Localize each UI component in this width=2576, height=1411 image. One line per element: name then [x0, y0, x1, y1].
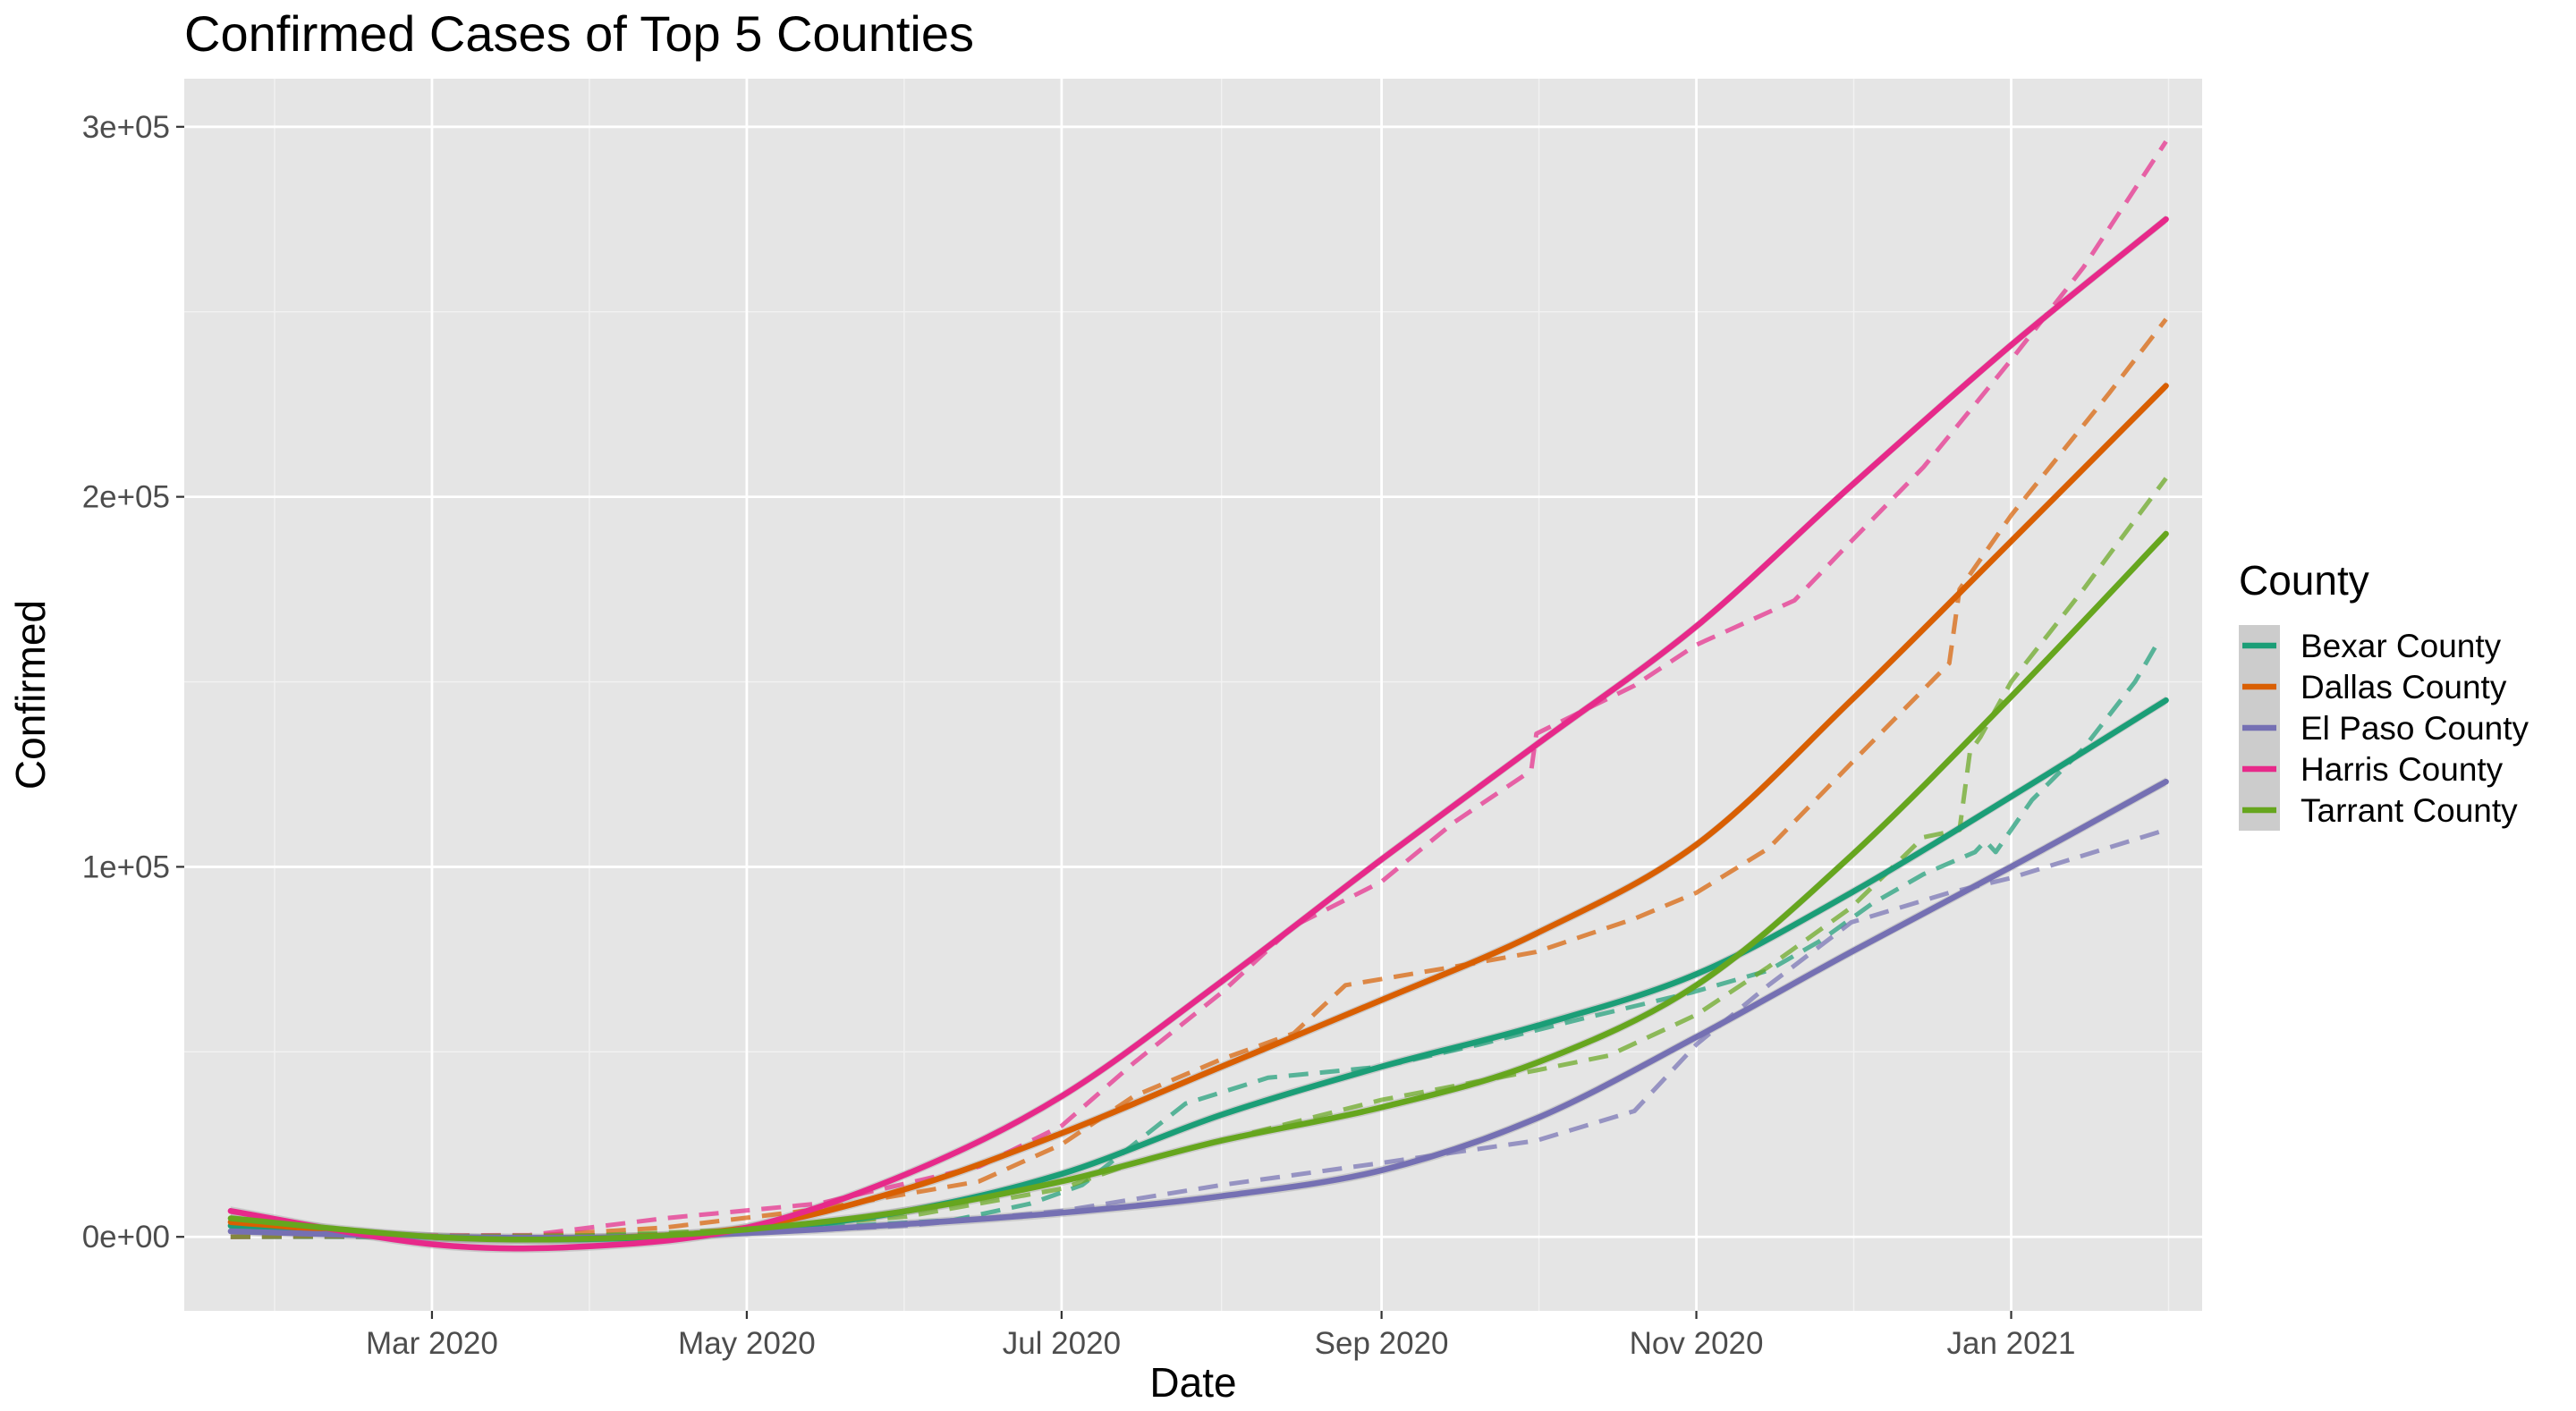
x-tick-label: Jan 2021	[1947, 1326, 2076, 1361]
legend-item-el-paso-county: El Paso County	[2239, 707, 2529, 748]
gridlines	[184, 79, 2202, 1311]
harris-county-actual-line	[230, 139, 2168, 1239]
legend-label: Tarrant County	[2301, 792, 2518, 829]
y-tick-label: 2e+05	[82, 480, 170, 515]
legend-item-bexar-county: Bexar County	[2239, 625, 2502, 666]
y-tick-label: 3e+05	[82, 110, 170, 145]
chart-title: Confirmed Cases of Top 5 Counties	[184, 5, 974, 62]
x-tick-label: May 2020	[678, 1326, 816, 1361]
x-axis-title: Date	[1149, 1359, 1236, 1406]
legend-item-dallas-county: Dallas County	[2239, 666, 2507, 707]
legend-label: Dallas County	[2301, 669, 2507, 706]
legend-title: County	[2239, 557, 2369, 604]
y-axis: 0e+00 1e+05 2e+05 3e+05	[82, 110, 184, 1255]
tarrant-county-actual-line	[230, 477, 2168, 1239]
legend: County Bexar County Dallas County El Paso …	[2239, 557, 2529, 831]
x-tick-label: Sep 2020	[1315, 1326, 1449, 1361]
legend-label: Bexar County	[2301, 628, 2502, 664]
plot-panel	[184, 79, 2202, 1311]
harris-county-smooth-line	[227, 215, 2169, 1252]
series-lines	[227, 139, 2169, 1254]
legend-label: Harris County	[2301, 751, 2504, 788]
x-tick-label: Nov 2020	[1630, 1326, 1764, 1361]
y-axis-title: Confirmed	[7, 600, 54, 790]
x-tick-label: Mar 2020	[366, 1326, 498, 1361]
y-tick-label: 1e+05	[82, 849, 170, 884]
x-tick-label: Jul 2020	[1003, 1326, 1121, 1361]
tarrant-county-smooth-line	[227, 530, 2169, 1243]
x-axis: Mar 2020 May 2020 Jul 2020 Sep 2020 Nov 2020…	[366, 1311, 2076, 1361]
legend-item-tarrant-county: Tarrant County	[2239, 790, 2518, 831]
y-tick-label: 0e+00	[82, 1220, 170, 1255]
legend-item-harris-county: Harris County	[2239, 748, 2504, 790]
legend-label: El Paso County	[2301, 710, 2529, 747]
